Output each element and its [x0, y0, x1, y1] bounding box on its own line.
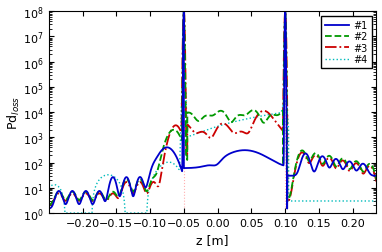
#4	[307, 200, 312, 203]
#1	[63, 203, 68, 206]
#2	[165, 135, 170, 138]
#2	[255, 111, 259, 114]
#3	[47, 204, 51, 207]
#1	[307, 158, 312, 161]
#2	[181, 11, 186, 14]
X-axis label: z [m]: z [m]	[196, 234, 229, 246]
#1	[285, 207, 290, 210]
#1	[47, 207, 51, 210]
#4	[374, 200, 379, 203]
Line: #1: #1	[49, 12, 376, 209]
#4	[240, 119, 245, 122]
#3	[63, 199, 68, 202]
#1	[283, 11, 288, 14]
#4	[63, 212, 68, 215]
#3	[165, 141, 170, 144]
#2	[307, 160, 311, 163]
#2	[47, 204, 51, 207]
#3	[290, 188, 294, 191]
#1	[374, 175, 379, 178]
#1	[165, 146, 170, 149]
#2	[240, 114, 245, 117]
#4	[165, 161, 170, 164]
Line: #2: #2	[49, 12, 376, 205]
#4	[181, 69, 186, 72]
#2	[374, 178, 379, 181]
#1	[255, 151, 259, 154]
Legend: #1, #2, #3, #4: #1, #2, #3, #4	[321, 17, 372, 69]
#4	[63, 212, 67, 215]
#1	[290, 175, 294, 178]
#4	[290, 200, 294, 203]
#2	[290, 186, 294, 189]
#3	[374, 180, 379, 183]
#3	[307, 162, 311, 165]
#4	[255, 116, 259, 119]
#3	[240, 131, 245, 134]
#4	[47, 187, 51, 190]
#1	[240, 149, 245, 152]
Y-axis label: Pd$_{loss}$: Pd$_{loss}$	[6, 96, 22, 130]
#3	[181, 11, 186, 14]
Line: #3: #3	[49, 12, 376, 205]
#2	[63, 199, 68, 202]
Line: #4: #4	[49, 70, 376, 213]
#3	[255, 115, 259, 118]
